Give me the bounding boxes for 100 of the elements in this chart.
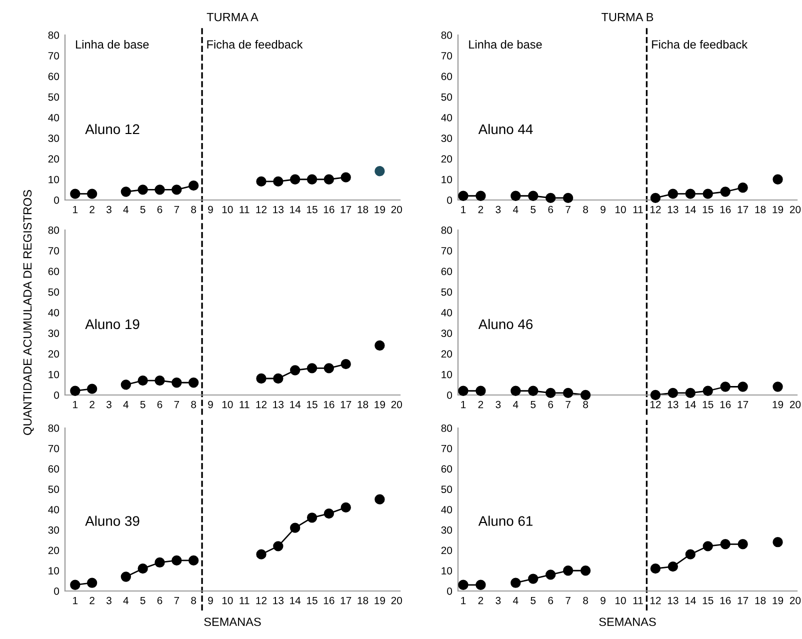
x-tick-label: 9 [208,596,213,604]
y-tick-label: 0 [447,588,452,595]
x-tick-label: 4 [513,400,518,408]
y-tick-label: 70 [441,444,452,452]
x-axis-title: SEMANAS [599,618,656,626]
y-tick-label: 50 [441,93,452,101]
y-tick-label: 80 [441,424,452,432]
y-tick-label: 40 [48,506,60,514]
chart-title: TURMA A [206,12,258,22]
y-tick-label: 50 [48,486,60,493]
x-tick-label: 11 [240,206,250,214]
x-tick-label: 17 [738,400,748,408]
x-tick-label: 2 [90,206,94,214]
text: Aluno 61 [478,516,532,526]
x-tick-label: 1 [73,596,78,604]
x-tick-label: 18 [755,596,766,604]
y-tick-label: 80 [48,32,60,39]
x-tick-label: 20 [391,596,402,604]
y-tick-label: 20 [441,546,452,554]
y-tick-label: 20 [441,155,452,163]
x-tick-label: 20 [790,596,801,604]
y-tick-label: 70 [48,247,60,254]
x-tick-label: 8 [583,400,588,408]
x-tick-label: 14 [290,400,301,408]
y-tick-label: 60 [48,72,60,80]
y-tick-label: 70 [441,247,452,254]
x-tick-label: 18 [358,400,368,408]
x-tick-label: 5 [530,596,536,604]
x-tick-label: 7 [566,206,570,214]
x-tick-label: 6 [548,400,554,408]
x-tick-label: 12 [256,400,267,408]
x-tick-label: 8 [191,206,196,214]
x-tick-label: 1 [461,206,466,214]
y-tick-label: 60 [48,465,60,473]
text: Aluno 39 [85,516,140,526]
x-tick-label: 19 [772,206,784,214]
x-tick-label: 15 [702,400,714,408]
x-tick-label: 1 [461,400,466,408]
x-tick-label: 9 [600,596,606,604]
x-tick-label: 7 [566,596,570,604]
y-tick-label: 0 [54,588,60,595]
x-tick-label: 5 [140,206,146,214]
x-tick-label: 7 [566,400,570,408]
x-tick-label: 1 [73,400,78,408]
x-tick-label: 8 [583,596,588,604]
x-tick-label: 20 [790,206,801,214]
x-tick-label: 18 [755,206,766,214]
y-tick-label: 50 [441,288,452,296]
x-tick-label: 12 [256,596,267,604]
annotation: Linha de base [76,40,149,49]
x-tick-label: 16 [324,400,334,408]
y-tick-label: 70 [441,52,452,60]
x-tick-label: 18 [358,596,368,604]
y-tick-label: 40 [48,114,60,122]
x-tick-label: 5 [530,206,536,214]
x-tick-label: 17 [738,206,748,214]
annotation: Ficha de feedback [207,40,303,49]
x-tick-label: 4 [123,596,128,604]
x-tick-label: 15 [702,206,714,214]
x-tick-label: 8 [191,596,196,604]
x-tick-label: 1 [461,596,466,604]
x-tick-label: 11 [633,206,643,214]
x-tick-label: 4 [123,400,128,408]
x-axis-title: SEMANAS [204,618,261,626]
x-tick-label: 17 [738,596,748,604]
x-tick-label: 12 [650,400,661,408]
x-tick-label: 2 [90,596,94,604]
x-tick-label: 16 [720,400,731,408]
x-tick-label: 14 [685,206,696,214]
y-tick-label: 70 [48,52,60,60]
x-tick-label: 16 [324,206,334,214]
y-tick-label: 20 [48,350,60,358]
x-tick-label: 13 [273,400,284,408]
text: Aluno 19 [85,318,140,330]
x-tick-label: 18 [358,206,368,214]
x-tick-label: 17 [340,596,352,604]
x-tick-label: 3 [106,400,112,408]
y-tick-label: 60 [441,465,452,473]
x-tick-label: 12 [256,206,267,214]
x-tick-label: 5 [140,596,146,604]
x-tick-label: 8 [191,400,196,408]
x-tick-label: 1 [73,206,78,214]
x-tick-label: 17 [340,206,352,214]
y-tick-label: 0 [54,196,60,204]
x-tick-label: 13 [273,206,284,214]
x-tick-label: 19 [374,206,385,214]
x-tick-label: 10 [616,206,626,214]
y-tick-label: 40 [441,506,452,514]
x-tick-label: 10 [222,400,233,408]
x-tick-label: 10 [222,596,233,604]
x-tick-label: 2 [478,596,484,604]
y-tick-label: 80 [48,424,60,432]
y-tick-label: 10 [442,176,452,184]
y-tick-label: 10 [48,567,60,574]
x-tick-label: 20 [790,400,801,408]
x-tick-label: 6 [157,206,162,214]
y-tick-label: 30 [48,330,60,337]
text: Aluno 44 [478,124,533,134]
y-tick-label: 30 [48,134,60,142]
y-tick-label: 10 [48,370,60,378]
